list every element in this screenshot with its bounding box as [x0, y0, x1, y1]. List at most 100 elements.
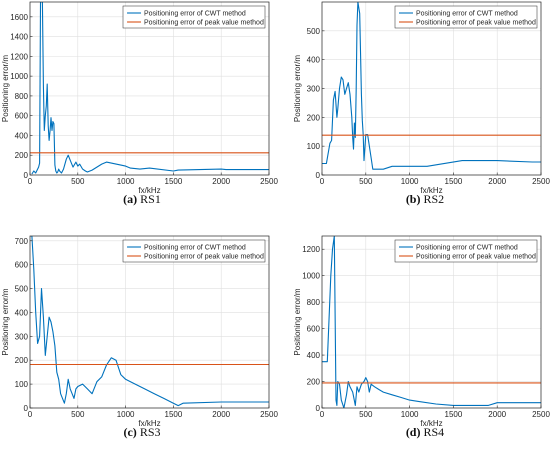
- panel-caption: (a) RS1: [123, 192, 161, 206]
- x-tick-label: 1500: [445, 177, 463, 186]
- y-tick-label: 0: [316, 171, 321, 180]
- y-tick-label: 800: [307, 298, 321, 307]
- legend-label-peak: Positioning error of peak value method: [416, 20, 536, 27]
- x-tick-label: 1000: [117, 410, 135, 419]
- x-tick-label: 2500: [532, 410, 550, 419]
- y-tick-label: 1000: [302, 272, 320, 281]
- x-tick-label: 2500: [260, 177, 278, 186]
- panel-caption: (b) RS2: [406, 192, 444, 206]
- panel-caption: (c) RS3: [123, 425, 160, 439]
- panel-caption: (d) RS4: [406, 425, 444, 439]
- legend-label-peak: Positioning error of peak value method: [416, 254, 536, 261]
- y-tick-label: 400: [15, 131, 29, 140]
- x-tick-label: 2000: [488, 410, 506, 419]
- panel-caption-letter: (d): [406, 425, 421, 439]
- y-tick-label: 1200: [10, 52, 28, 61]
- axes-frame: [321, 235, 542, 409]
- axes-frame: [29, 235, 270, 409]
- y-tick-label: 700: [15, 237, 29, 246]
- y-tick-label: 300: [15, 332, 29, 341]
- x-tick-label: 0: [320, 177, 325, 186]
- y-tick-label: 600: [307, 325, 321, 334]
- y-axis-label: Positioning error/m: [1, 55, 10, 122]
- x-tick-label: 0: [28, 410, 33, 419]
- y-axis-label: Positioning error/m: [293, 288, 302, 355]
- x-tick-label: 1500: [445, 410, 463, 419]
- x-tick-label: 1000: [401, 410, 419, 419]
- x-tick-label: 1000: [401, 177, 419, 186]
- x-tick-label: 1000: [117, 177, 135, 186]
- legend-box: [394, 239, 538, 263]
- x-tick-label: 500: [359, 410, 373, 419]
- panel-caption-letter: (c): [123, 425, 136, 439]
- chart-panel-3: 0 500 1000 1500 2000 2500 0 100 200 300 400 500 600 7…: [1, 235, 278, 439]
- x-tick-label: 1500: [165, 410, 183, 419]
- y-tick-label: 200: [15, 151, 29, 160]
- y-tick-label: 1400: [10, 33, 28, 42]
- y-tick-label: 500: [15, 285, 29, 294]
- y-tick-label: 0: [316, 404, 321, 413]
- series-line-cwt: [30, 236, 269, 407]
- x-tick-label: 0: [320, 410, 325, 419]
- y-tick-label: 1000: [10, 72, 28, 81]
- panel-caption-letter: (b): [406, 192, 421, 206]
- x-axis-label: fx/kHz: [138, 186, 160, 195]
- chart-panel-2: 0 500 1000 1500 2000 2500 0 100 200 300 400 500 fx/k…: [293, 1, 550, 206]
- panel-caption-letter: (a): [123, 192, 137, 206]
- y-tick-label: 600: [15, 261, 29, 270]
- x-axis-label: fx/kHz: [138, 419, 160, 428]
- x-axis-label: fx/kHz: [420, 186, 442, 195]
- y-tick-label: 0: [24, 171, 29, 180]
- y-tick-label: 1600: [10, 13, 28, 22]
- y-tick-label: 600: [15, 112, 29, 121]
- y-axis-label: Positioning error/m: [1, 288, 10, 355]
- x-axis-label: fx/kHz: [420, 419, 442, 428]
- x-tick-label: 2500: [260, 410, 278, 419]
- legend-label-peak: Positioning error of peak value method: [144, 20, 264, 27]
- legend-label-cwt: Positioning error of CWT method: [416, 245, 518, 252]
- chart-panel-4: 0 500 1000 1500 2000 2500 0 200 400 600 800 1000 120…: [293, 235, 550, 439]
- legend-box: [394, 5, 538, 29]
- x-tick-label: 500: [359, 177, 373, 186]
- y-tick-label: 1200: [302, 245, 320, 254]
- series-line-cwt: [322, 2, 541, 170]
- panel-caption-name: RS1: [137, 192, 161, 206]
- panel-caption-name: RS2: [420, 192, 444, 206]
- chart-panel-1: 0 500 1000 1500 2000 2500 0 200 400 600 800 1000 120…: [1, 1, 278, 206]
- legend-box: [122, 5, 266, 29]
- y-tick-label: 200: [307, 113, 321, 122]
- legend-label-cwt: Positioning error of CWT method: [144, 11, 246, 18]
- plot-area: [322, 236, 541, 408]
- x-tick-label: 500: [71, 177, 85, 186]
- x-tick-label: 0: [28, 177, 33, 186]
- y-tick-label: 400: [307, 56, 321, 65]
- series-line-cwt: [31, 2, 269, 175]
- y-tick-label: 100: [15, 380, 29, 389]
- y-tick-label: 300: [307, 85, 321, 94]
- panel-caption-name: RS4: [420, 425, 444, 439]
- legend-label-cwt: Positioning error of CWT method: [416, 11, 518, 18]
- axes-frame: [29, 1, 270, 176]
- legend-box: [122, 239, 266, 263]
- y-tick-label: 400: [307, 351, 321, 360]
- y-tick-label: 800: [15, 92, 29, 101]
- x-tick-label: 2000: [212, 177, 230, 186]
- series-line-cwt: [322, 236, 541, 408]
- y-tick-label: 100: [307, 142, 321, 151]
- y-tick-label: 200: [307, 378, 321, 387]
- legend-label-peak: Positioning error of peak value method: [144, 254, 264, 261]
- legend-label-cwt: Positioning error of CWT method: [144, 245, 246, 252]
- y-axis-label: Positioning error/m: [293, 55, 302, 122]
- x-tick-label: 500: [71, 410, 85, 419]
- panel-caption-name: RS3: [137, 425, 161, 439]
- y-tick-label: 0: [24, 404, 29, 413]
- x-tick-label: 1500: [165, 177, 183, 186]
- x-tick-label: 2000: [488, 177, 506, 186]
- plot-area: [30, 2, 269, 175]
- y-tick-label: 400: [15, 308, 29, 317]
- y-tick-label: 500: [307, 27, 321, 36]
- x-tick-label: 2500: [532, 177, 550, 186]
- y-tick-label: 200: [15, 356, 29, 365]
- x-tick-label: 2000: [212, 410, 230, 419]
